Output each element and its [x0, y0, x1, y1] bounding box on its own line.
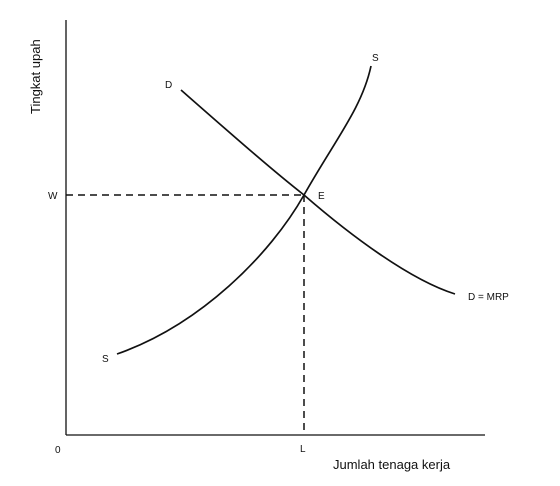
supply-start-label: S: [102, 354, 109, 365]
y-axis-label: Tingkat upah: [28, 39, 43, 114]
supply-end-label: S: [372, 53, 379, 64]
labor-label: L: [300, 444, 306, 455]
equilibrium-point-label: E: [318, 191, 325, 202]
demand-start-label: D: [165, 80, 172, 91]
origin-label: 0: [55, 445, 61, 456]
demand-end-label: D = MRP: [468, 292, 509, 303]
wage-label: W: [48, 191, 58, 202]
x-axis-label: Jumlah tenaga kerja: [333, 457, 451, 472]
supply-curve: [116, 65, 372, 355]
